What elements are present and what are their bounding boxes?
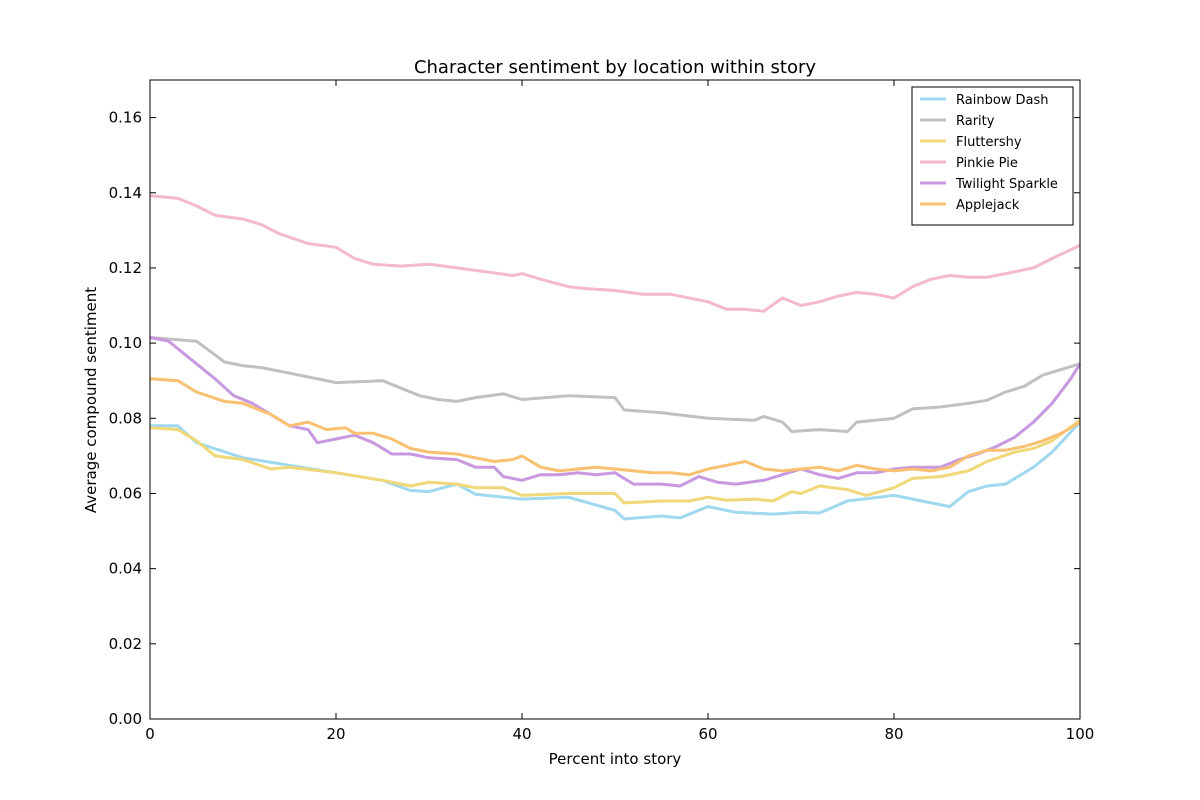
y-tick-label: 0.14 [109, 184, 142, 202]
y-tick-label: 0.06 [109, 484, 142, 502]
legend-label: Applejack [956, 198, 1020, 213]
legend-label: Twilight Sparkle [955, 177, 1058, 192]
x-tick-label: 20 [326, 725, 345, 743]
x-tick-label: 0 [145, 725, 155, 743]
legend-label: Fluttershy [956, 135, 1022, 150]
x-tick-label: 60 [698, 725, 717, 743]
y-tick-label: 0.08 [109, 409, 142, 427]
x-tick-label: 100 [1066, 725, 1095, 743]
x-tick-label: 80 [884, 725, 903, 743]
y-tick-label: 0.00 [109, 710, 142, 728]
series-line-applejack [149, 377, 1081, 477]
y-axis-label: Average compound sentiment [82, 287, 100, 513]
y-tick-label: 0.02 [109, 635, 142, 653]
series-line-twilight-sparkle [149, 336, 1082, 488]
legend-label: Rainbow Dash [956, 93, 1049, 108]
y-tick-label: 0.10 [109, 334, 142, 352]
legend: Rainbow Dash Rarity Fluttershy Pinkie Pie Tw… [911, 86, 1074, 226]
chart-title: Character sentiment by location within s… [414, 57, 816, 78]
legend-box [911, 86, 1074, 226]
series-line-pinkie-pie [149, 194, 1081, 313]
x-axis-label: Percent into story [549, 750, 682, 768]
series-line-fluttershy [149, 418, 1081, 505]
y-tick-label: 0.04 [109, 560, 142, 578]
legend-label: Rarity [956, 114, 995, 129]
plot-area: 0 20 40 60 80 100 0.00 0.02 0.04 0.06 0.08 0.10 0.12… [109, 79, 1095, 743]
x-tick-label: 40 [512, 725, 531, 743]
plot-frame [149, 79, 1081, 720]
series-line-rarity [149, 336, 1081, 433]
legend-label: Pinkie Pie [956, 156, 1018, 171]
y-tick-label: 0.12 [109, 259, 142, 277]
y-tick-label: 0.16 [109, 109, 142, 127]
